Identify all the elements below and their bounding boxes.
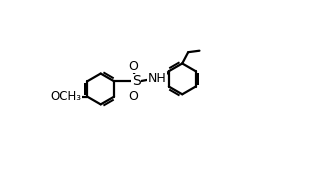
Text: O: O (128, 90, 138, 103)
Text: S: S (132, 74, 141, 88)
Text: OCH₃: OCH₃ (51, 90, 82, 103)
Text: O: O (128, 60, 138, 73)
Text: NH: NH (148, 72, 166, 85)
